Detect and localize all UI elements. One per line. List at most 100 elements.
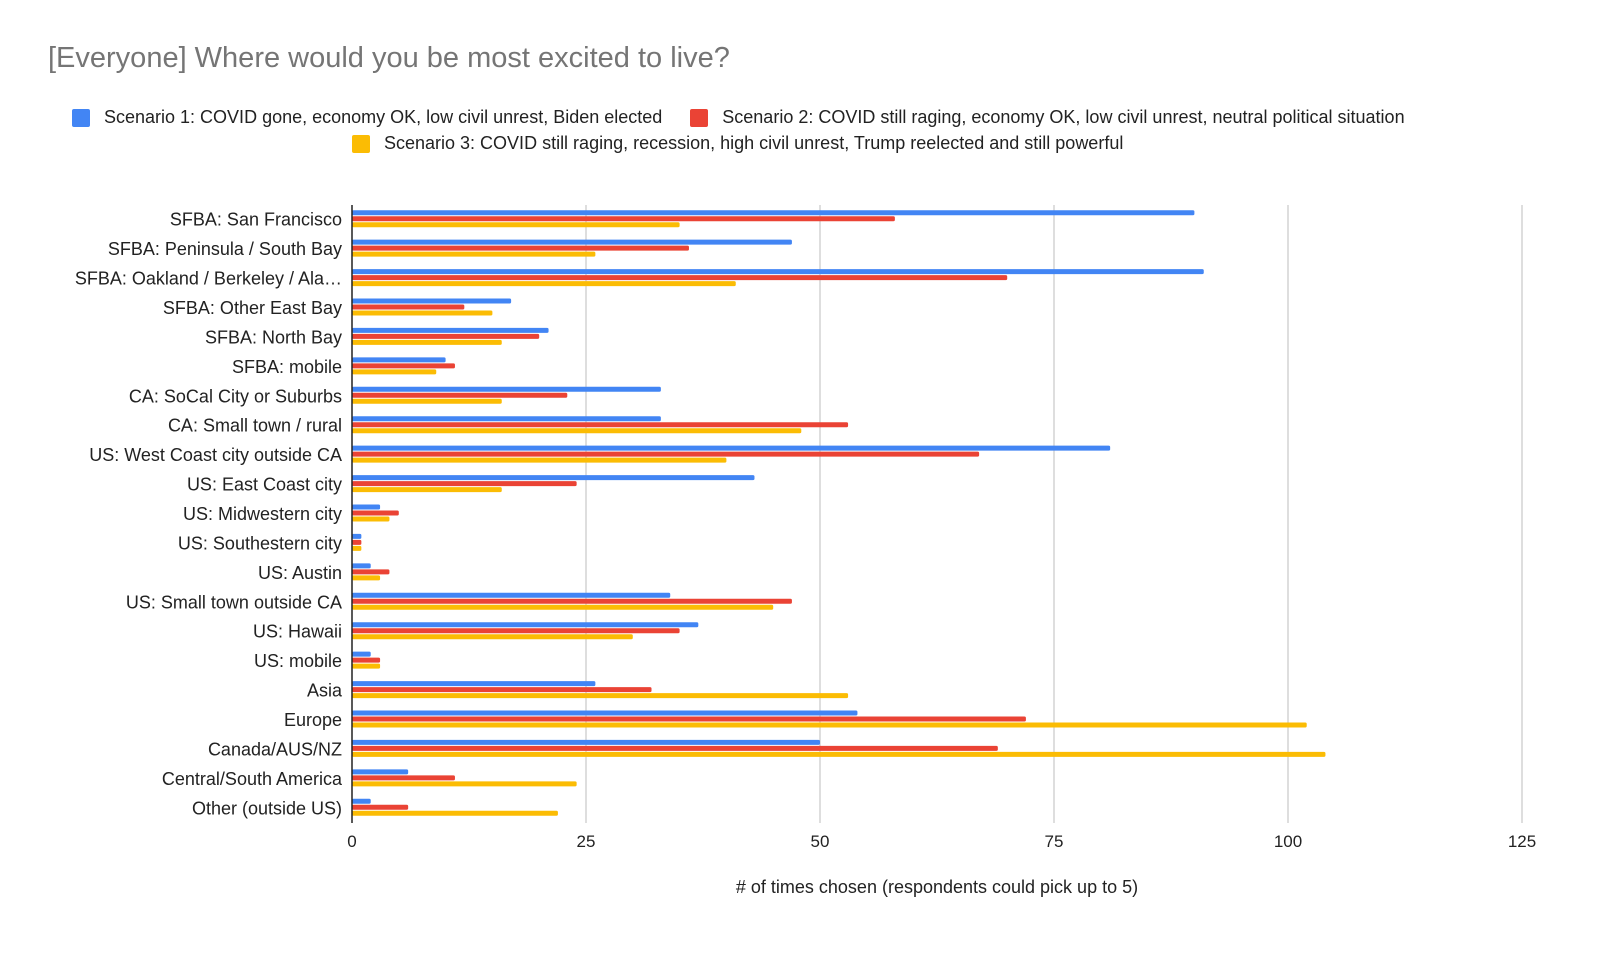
bar-scenario-2 [352, 716, 1026, 722]
bar-scenario-1 [352, 416, 661, 422]
bar-scenario-1 [352, 798, 371, 804]
bar-scenario-2 [352, 775, 455, 781]
bar-scenario-1 [352, 681, 596, 687]
category-label: Canada/AUS/NZ [208, 739, 342, 759]
bar-scenario-1 [352, 769, 409, 775]
legend-item-scenario-3[interactable]: Scenario 3: COVID still raging, recessio… [352, 133, 1123, 154]
bar-scenario-3 [352, 575, 381, 581]
bar-scenario-3 [352, 751, 1326, 757]
category-label: Central/South America [162, 769, 343, 789]
category-label: US: West Coast city outside CA [89, 445, 342, 465]
category-label: US: Austin [258, 563, 342, 583]
bar-scenario-1 [352, 710, 858, 716]
bar-scenario-1 [352, 651, 371, 657]
bar-scenario-1 [352, 563, 371, 569]
x-tick-label: 75 [1045, 832, 1064, 851]
bar-scenario-2 [352, 333, 540, 339]
bar-scenario-1 [352, 504, 381, 510]
x-tick-label: 50 [811, 832, 830, 851]
bar-scenario-1 [352, 357, 446, 363]
category-label: SFBA: North Bay [205, 327, 342, 347]
category-label: SFBA: Other East Bay [163, 298, 342, 318]
category-label: US: mobile [254, 651, 342, 671]
bar-scenario-2 [352, 422, 849, 428]
bar-scenario-2 [352, 275, 1008, 281]
bar-scenario-1 [352, 592, 671, 598]
bar-scenario-2 [352, 216, 895, 222]
bar-scenario-1 [352, 327, 549, 333]
bar-scenario-3 [352, 487, 502, 493]
bar-scenario-1 [352, 533, 362, 539]
category-label: Europe [284, 710, 342, 730]
legend-row-2: Scenario 3: COVID still raging, recessio… [352, 133, 1151, 154]
legend-label-scenario-1: Scenario 1: COVID gone, economy OK, low … [104, 107, 663, 127]
bar-scenario-3 [352, 693, 849, 699]
bar-scenario-3 [352, 604, 774, 610]
bar-scenario-2 [352, 304, 465, 310]
bar-scenario-3 [352, 663, 381, 669]
bar-scenario-1 [352, 445, 1111, 451]
bar-scenario-2 [352, 598, 792, 604]
x-tick-label: 0 [347, 832, 356, 851]
category-label: US: Hawaii [253, 622, 342, 642]
x-tick-label: 25 [577, 832, 596, 851]
legend-label-scenario-3: Scenario 3: COVID still raging, recessio… [384, 133, 1124, 153]
bar-scenario-1 [352, 298, 512, 304]
category-label: US: Southestern city [178, 533, 342, 553]
legend-swatch-scenario-1 [72, 108, 90, 127]
category-label: Other (outside US) [192, 798, 342, 818]
category-label: SFBA: Peninsula / South Bay [108, 239, 342, 259]
bar-scenario-3 [352, 251, 596, 257]
legend-label-scenario-2: Scenario 2: COVID still raging, economy … [722, 107, 1405, 127]
bar-scenario-1 [352, 210, 1195, 216]
category-label: SFBA: San Francisco [170, 210, 342, 230]
bar-scenario-1 [352, 475, 755, 481]
bar-scenario-3 [352, 310, 493, 316]
bar-scenario-1 [352, 622, 699, 628]
bar-scenario-3 [352, 428, 802, 434]
bar-scenario-2 [352, 804, 409, 810]
bar-scenario-2 [352, 245, 689, 251]
x-tick-label: 125 [1508, 832, 1536, 851]
bar-scenario-3 [352, 781, 577, 787]
bar-scenario-3 [352, 545, 362, 551]
category-label: SFBA: Oakland / Berkeley / Ala… [75, 269, 342, 289]
bar-scenario-3 [352, 339, 502, 345]
bar-scenario-3 [352, 222, 680, 228]
x-tick-label: 100 [1274, 832, 1302, 851]
legend: Scenario 1: COVID gone, economy OK, low … [72, 107, 1433, 128]
bar-scenario-3 [352, 634, 633, 640]
legend-item-scenario-2[interactable]: Scenario 2: COVID still raging, economy … [690, 107, 1405, 128]
bar-scenario-3 [352, 398, 502, 404]
category-label: Asia [307, 681, 343, 701]
bar-scenario-2 [352, 657, 381, 663]
bar-scenario-1 [352, 386, 661, 392]
x-axis-title: # of times chosen (respondents could pic… [735, 877, 1139, 897]
bar-scenario-3 [352, 281, 736, 287]
bar-scenario-2 [352, 510, 399, 516]
bar-scenario-2 [352, 745, 998, 751]
bar-scenario-2 [352, 687, 652, 693]
bar-scenario-1 [352, 269, 1204, 275]
bar-scenario-1 [352, 239, 792, 245]
category-label: US: Small town outside CA [126, 592, 342, 612]
bar-scenario-3 [352, 516, 390, 522]
legend-item-scenario-1[interactable]: Scenario 1: COVID gone, economy OK, low … [72, 107, 662, 128]
bar-scenario-2 [352, 539, 362, 545]
category-label: CA: SoCal City or Suburbs [129, 386, 342, 406]
category-label: CA: Small town / rural [168, 416, 342, 436]
chart-title: [Everyone] Where would you be most excit… [48, 42, 730, 74]
bar-scenario-3 [352, 810, 558, 816]
legend-swatch-scenario-2 [690, 108, 709, 127]
bar-scenario-3 [352, 722, 1307, 728]
legend-swatch-scenario-3 [352, 134, 370, 153]
bar-scenario-2 [352, 569, 390, 575]
bar-scenario-2 [352, 481, 577, 487]
bar-scenario-3 [352, 369, 437, 375]
bar-scenario-2 [352, 392, 568, 398]
bar-scenario-2 [352, 451, 980, 457]
category-label: US: Midwestern city [183, 504, 342, 524]
bar-scenario-2 [352, 363, 455, 369]
bar-scenario-3 [352, 457, 727, 463]
